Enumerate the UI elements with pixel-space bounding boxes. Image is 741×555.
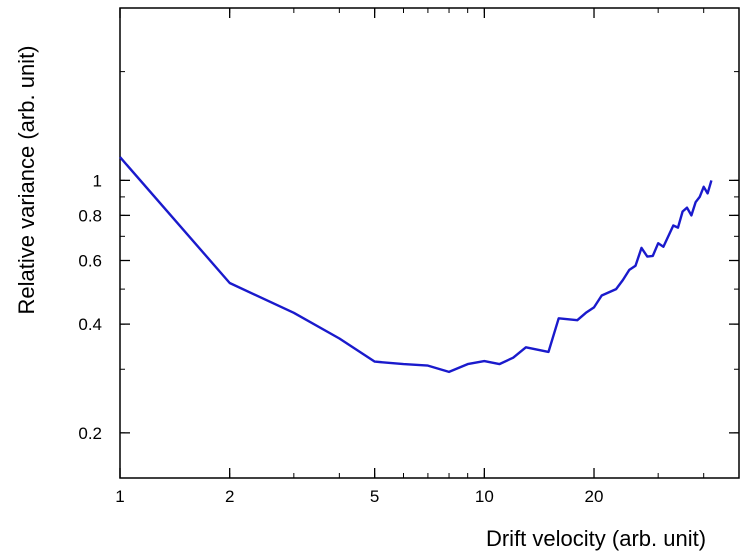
y-tick-label: 0.8 xyxy=(78,206,102,225)
x-tick-label: 20 xyxy=(585,487,604,506)
series-line-0 xyxy=(119,156,713,374)
y-axis-title: Relative variance (arb. unit) xyxy=(14,45,39,314)
tick-labels: 1 2 5 10 20 0.2 0.4 0.6 0.8 1 xyxy=(78,171,603,506)
y-tick-label: 0.4 xyxy=(78,315,102,334)
x-tick-label: 5 xyxy=(370,487,379,506)
plot-frame xyxy=(119,7,740,479)
x-tick-label: 10 xyxy=(475,487,494,506)
y-tick-label: 0.6 xyxy=(78,252,102,271)
axis-ticks xyxy=(119,7,740,478)
y-tick-label: 1 xyxy=(93,171,102,190)
y-tick-label: 0.2 xyxy=(78,424,102,443)
x-tick-label: 2 xyxy=(225,487,234,506)
x-axis-title: Drift velocity (arb. unit) xyxy=(486,526,706,551)
series-layer xyxy=(119,156,713,374)
x-tick-label: 1 xyxy=(115,487,124,506)
